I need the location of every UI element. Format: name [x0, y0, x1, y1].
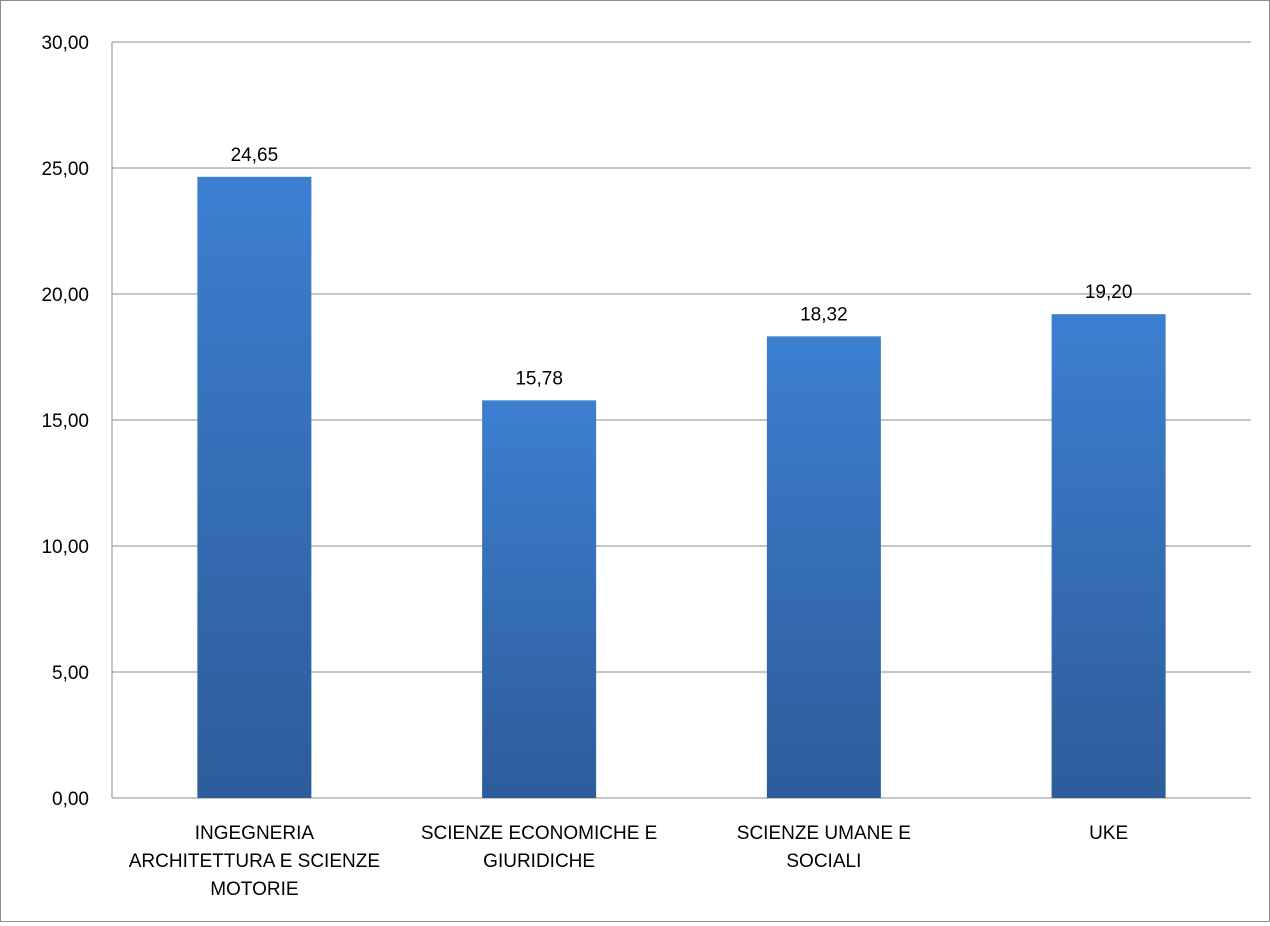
y-tick-label: 25,00 [41, 159, 89, 180]
data-labels: 24,65 15,78 18,32 19,20 [231, 145, 1133, 390]
bar [482, 400, 597, 798]
bar [766, 336, 881, 798]
data-label: 19,20 [1085, 282, 1133, 303]
y-axis-ticks: 0,00 5,00 10,00 15,00 20,00 25,00 30,00 [41, 33, 89, 810]
y-tick-label: 20,00 [41, 285, 89, 306]
x-tick-label: UKE [1089, 823, 1128, 844]
y-tick-label: 5,00 [52, 663, 89, 684]
y-tick-label: 0,00 [52, 789, 89, 810]
y-tick-label: 15,00 [41, 411, 89, 432]
x-axis-ticks: INGEGNERIA ARCHITETTURA E SCIENZE MOTORIE S… [129, 823, 1128, 900]
y-tick-label: 10,00 [41, 537, 89, 558]
x-tick-label: SCIENZE ECONOMICHE E GIURIDICHE [421, 823, 657, 872]
bar [1051, 314, 1166, 798]
x-tick-label: SCIENZE UMANE E SOCIALI [737, 823, 911, 872]
data-label: 18,32 [800, 304, 848, 325]
x-tick-label: INGEGNERIA ARCHITETTURA E SCIENZE MOTORIE [129, 823, 380, 900]
data-label: 24,65 [231, 145, 279, 166]
bars [197, 176, 1166, 798]
data-label: 15,78 [515, 368, 563, 389]
bar [197, 176, 312, 798]
y-tick-label: 30,00 [41, 33, 89, 54]
